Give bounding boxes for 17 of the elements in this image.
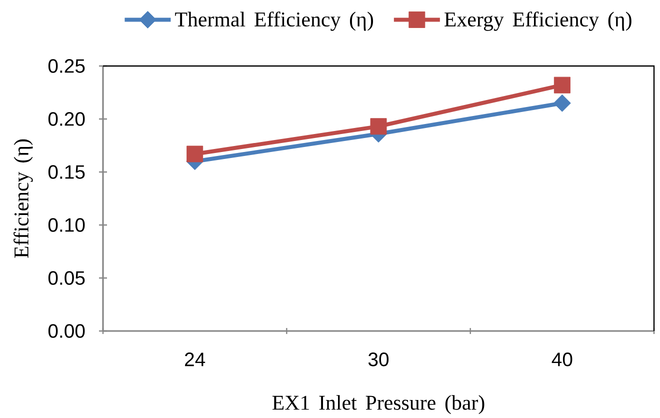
point [554, 76, 570, 94]
legend-label: Thermal Efficiency (η) [175, 12, 374, 31]
x-tick-label: 40 [552, 352, 572, 366]
x-axis-title: EX1 Inlet Pressure (bar) [272, 395, 484, 414]
y-tick-label: 0.25 [48, 59, 85, 73]
x-tick-label: 24 [185, 352, 206, 366]
y-tick-label: 0.15 [48, 165, 85, 179]
legend-label: Exergy Efficiency (η) [444, 12, 632, 31]
y-tick-label: 0.00 [48, 324, 85, 338]
point [186, 146, 204, 162]
y-axis-title: Efficiency (η) [14, 139, 33, 258]
y-tick-label: 0.05 [48, 271, 85, 285]
y-tick-label: 0.20 [48, 112, 85, 126]
x-tick-label: 30 [368, 352, 389, 366]
point [370, 118, 387, 135]
y-tick-label: 0.10 [48, 218, 85, 232]
point [553, 94, 571, 112]
